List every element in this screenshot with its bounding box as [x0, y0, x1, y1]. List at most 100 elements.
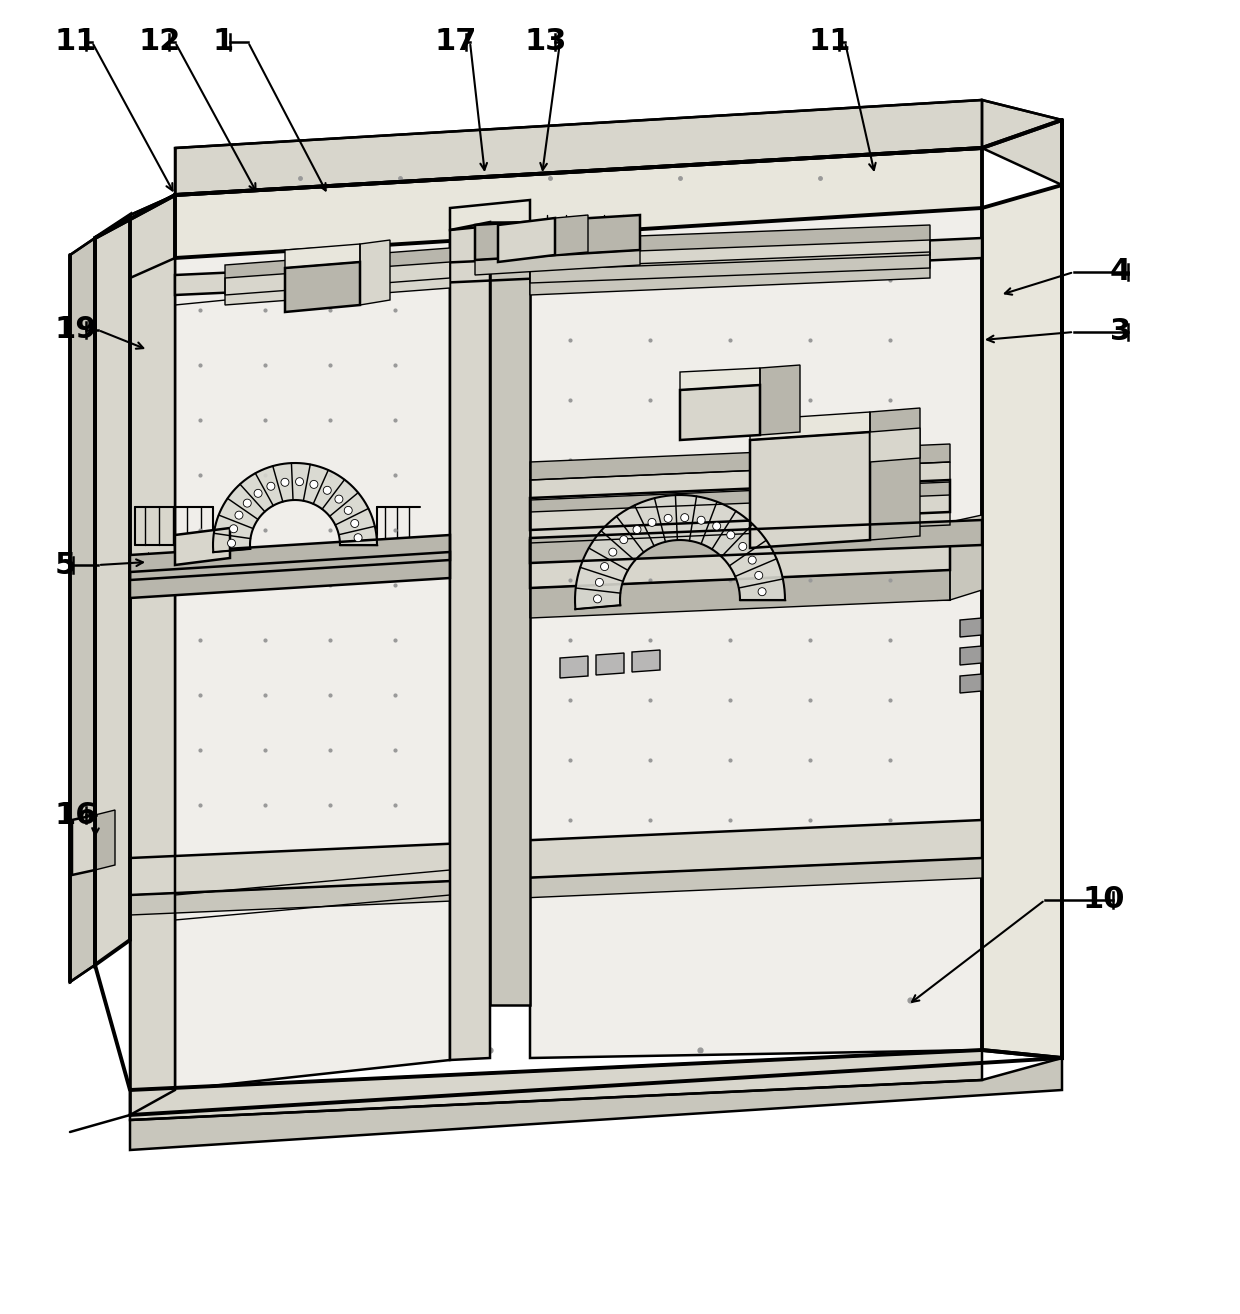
Circle shape	[243, 499, 252, 507]
Polygon shape	[490, 222, 529, 1005]
Polygon shape	[680, 368, 760, 390]
Polygon shape	[529, 570, 950, 618]
Circle shape	[594, 595, 601, 603]
Polygon shape	[95, 215, 130, 964]
Polygon shape	[960, 674, 982, 692]
Polygon shape	[175, 230, 450, 1091]
Polygon shape	[95, 809, 115, 870]
Polygon shape	[529, 252, 930, 296]
Polygon shape	[475, 215, 640, 260]
Polygon shape	[130, 820, 982, 895]
Circle shape	[755, 572, 763, 579]
Polygon shape	[450, 200, 529, 230]
Polygon shape	[950, 515, 982, 600]
Polygon shape	[450, 222, 490, 1060]
Polygon shape	[175, 100, 982, 194]
Circle shape	[632, 526, 641, 533]
Circle shape	[355, 533, 362, 541]
Circle shape	[229, 524, 238, 532]
Polygon shape	[529, 444, 950, 480]
Polygon shape	[285, 244, 360, 268]
Circle shape	[345, 506, 352, 514]
Circle shape	[727, 531, 735, 539]
Text: 16: 16	[55, 800, 98, 829]
Circle shape	[267, 482, 275, 490]
Polygon shape	[285, 261, 360, 311]
Polygon shape	[575, 495, 785, 610]
Text: 1: 1	[212, 28, 233, 57]
Polygon shape	[596, 653, 624, 675]
Polygon shape	[130, 194, 175, 1116]
Polygon shape	[475, 250, 640, 275]
Polygon shape	[529, 463, 950, 501]
Polygon shape	[982, 100, 1061, 185]
Polygon shape	[556, 215, 588, 255]
Polygon shape	[529, 520, 982, 562]
Polygon shape	[224, 248, 450, 296]
Text: 10: 10	[1083, 886, 1125, 915]
Polygon shape	[529, 480, 950, 530]
Polygon shape	[224, 261, 450, 305]
Circle shape	[748, 556, 756, 564]
Circle shape	[600, 562, 609, 570]
Polygon shape	[960, 646, 982, 665]
Polygon shape	[175, 148, 982, 258]
Polygon shape	[529, 522, 950, 587]
Polygon shape	[870, 428, 920, 463]
Polygon shape	[529, 225, 930, 269]
Polygon shape	[175, 528, 229, 565]
Circle shape	[324, 486, 331, 494]
Text: 17: 17	[435, 28, 477, 57]
Polygon shape	[750, 413, 870, 440]
Text: 11: 11	[55, 28, 98, 57]
Circle shape	[595, 578, 604, 586]
Polygon shape	[213, 463, 377, 552]
Polygon shape	[360, 240, 391, 305]
Circle shape	[620, 536, 627, 544]
Polygon shape	[982, 185, 1061, 1058]
Circle shape	[665, 514, 672, 523]
Polygon shape	[130, 552, 450, 598]
Circle shape	[254, 489, 262, 497]
Text: 5: 5	[55, 551, 76, 579]
Polygon shape	[760, 365, 800, 435]
Polygon shape	[130, 858, 982, 915]
Text: 19: 19	[55, 315, 98, 344]
Polygon shape	[529, 240, 930, 283]
Circle shape	[609, 548, 616, 556]
Polygon shape	[529, 495, 950, 543]
Polygon shape	[750, 432, 870, 548]
Circle shape	[281, 478, 289, 486]
Circle shape	[681, 514, 688, 522]
Circle shape	[713, 522, 720, 530]
Circle shape	[649, 519, 656, 527]
Circle shape	[295, 478, 304, 486]
Circle shape	[697, 516, 706, 524]
Text: 11: 11	[808, 28, 851, 57]
Text: 3: 3	[1110, 318, 1131, 347]
Circle shape	[739, 543, 746, 551]
Text: 13: 13	[525, 28, 567, 57]
Circle shape	[758, 587, 766, 595]
Polygon shape	[95, 194, 175, 279]
Text: 4: 4	[1110, 258, 1131, 286]
Polygon shape	[69, 238, 95, 982]
Circle shape	[310, 481, 317, 489]
Text: 12: 12	[138, 28, 180, 57]
Polygon shape	[130, 1058, 1061, 1150]
Polygon shape	[632, 650, 660, 671]
Polygon shape	[870, 409, 920, 540]
Polygon shape	[72, 815, 95, 875]
Circle shape	[227, 539, 236, 547]
Polygon shape	[130, 535, 450, 579]
Polygon shape	[960, 618, 982, 637]
Polygon shape	[498, 218, 556, 261]
Circle shape	[234, 511, 243, 519]
Polygon shape	[560, 656, 588, 678]
Polygon shape	[175, 238, 982, 296]
Polygon shape	[529, 208, 982, 1058]
Polygon shape	[130, 1050, 982, 1120]
Circle shape	[351, 519, 358, 527]
Polygon shape	[680, 385, 760, 440]
Circle shape	[335, 495, 343, 503]
